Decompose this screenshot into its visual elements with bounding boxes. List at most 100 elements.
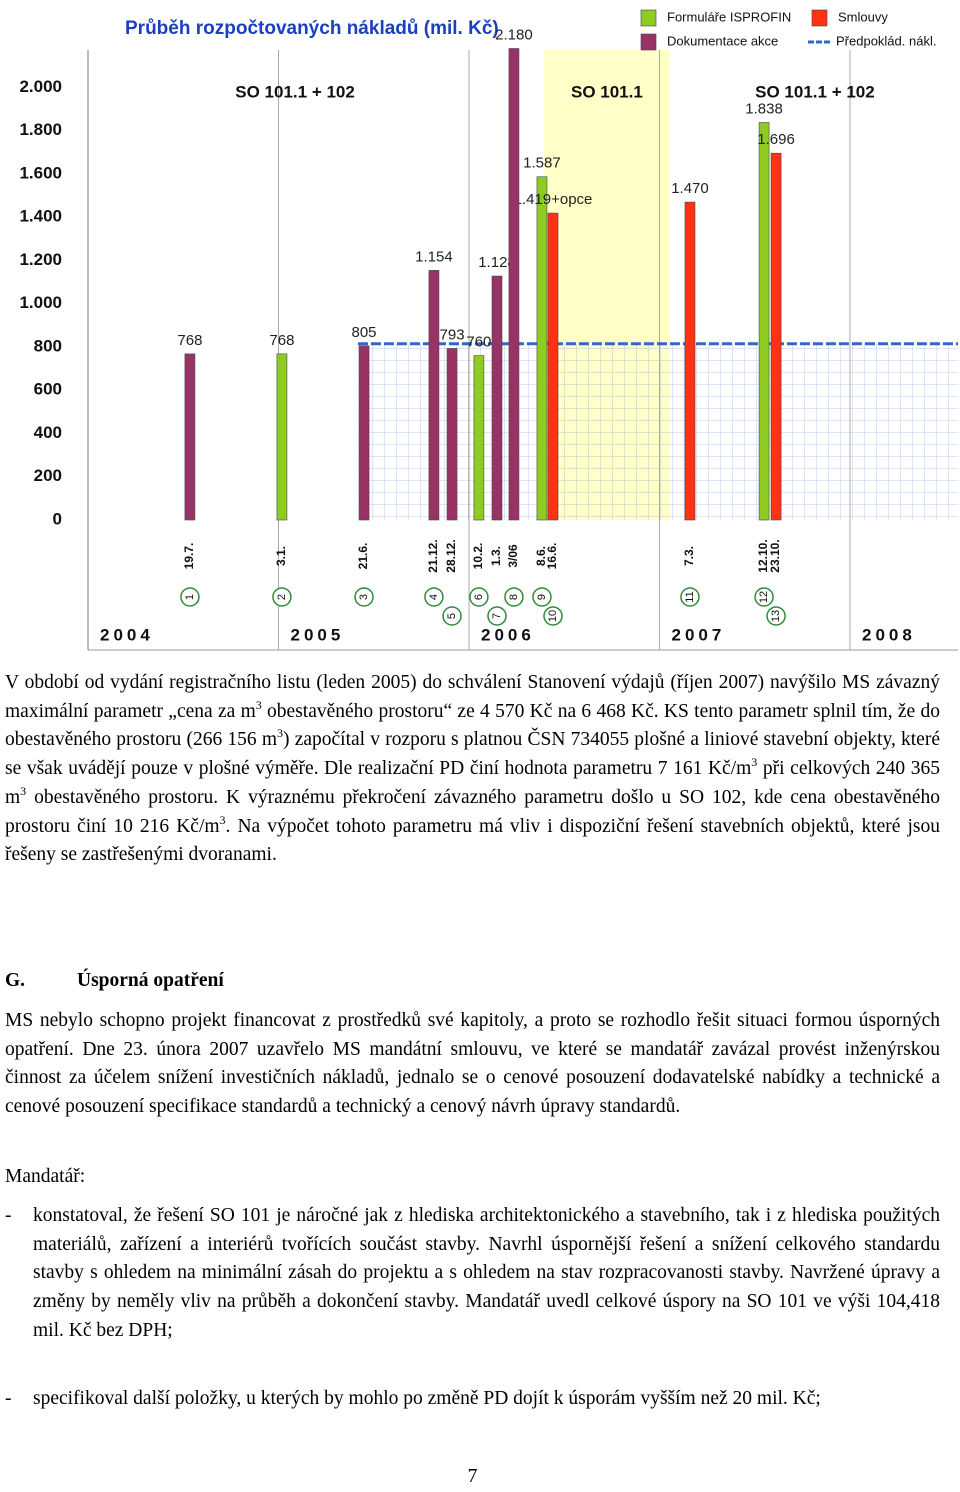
event-number: 2: [276, 594, 288, 600]
y-tick-label: 2.000: [19, 77, 62, 96]
bar: [276, 353, 288, 521]
y-tick-label: 1.800: [19, 120, 62, 139]
event-circle: [504, 587, 524, 607]
value-label: 1.470: [671, 180, 709, 197]
bar: [358, 345, 370, 521]
event-date: 8.6.: [534, 546, 548, 566]
superscript: 3: [20, 783, 27, 798]
event-number: 1: [184, 594, 196, 600]
y-tick-label: 1.600: [19, 163, 62, 182]
bar: [184, 353, 196, 521]
text-run: . Na výpočet tohoto parametru má vliv i …: [5, 815, 940, 866]
value-label: 768: [269, 332, 294, 349]
y-tick-label: 0: [53, 509, 62, 528]
event-date: 10.2.: [471, 543, 485, 570]
event-number: 3: [358, 594, 370, 600]
value-label: 1.587: [523, 155, 561, 172]
event-date: 1.3.: [489, 546, 503, 566]
legend-swatch: [640, 33, 657, 51]
event-circle: [354, 587, 374, 607]
list-item: - specifikoval další položky, u kterých b…: [5, 1385, 940, 1414]
superscript: 3: [751, 755, 758, 770]
bar: [473, 355, 485, 521]
event-number: 7: [491, 613, 503, 619]
legend-label: Smlouvy: [838, 9, 888, 24]
section-label: SO 101.1 + 102: [235, 82, 355, 101]
year-label: 2006: [481, 625, 535, 644]
event-date: 12.10.: [756, 539, 770, 572]
event-date: 16.6.: [545, 543, 559, 570]
superscript: 3: [255, 697, 262, 712]
event-number: 9: [536, 594, 548, 600]
event-number: 5: [446, 613, 458, 619]
text-run: při celkových 240 365 m: [5, 758, 941, 808]
event-circle: [680, 587, 700, 607]
event-circle: [543, 606, 563, 626]
heading: G. Úsporná opatření: [5, 967, 940, 996]
year-label: 2007: [671, 625, 725, 644]
paragraph: Mandatář:: [5, 1166, 86, 1187]
page-number: 7: [467, 1466, 478, 1487]
event-number: 8: [508, 594, 520, 600]
event-circle: [532, 587, 552, 607]
text-run: V období od vydání registračního listu (…: [5, 672, 940, 722]
event-date: 21.6.: [356, 543, 370, 570]
value-label: 760: [466, 334, 491, 351]
y-tick-label: 1.200: [19, 250, 62, 269]
bar: [508, 48, 520, 521]
section-label: SO 101.1: [571, 82, 643, 101]
event-date: 7.3.: [682, 546, 696, 566]
event-date: 19.7.: [182, 543, 196, 570]
value-label: 1.419+opce: [514, 191, 593, 208]
legend-label: Dokumentace akce: [667, 33, 778, 48]
event-circle: [180, 587, 200, 607]
bullet: -: [5, 1388, 12, 1409]
text-run: obestavěného prostoru“ ze 4 570 Kč na 6 …: [5, 700, 940, 751]
chart-title: Průběh rozpočtovaných nákladů (mil. Kč): [125, 18, 499, 39]
y-tick-label: 800: [34, 336, 62, 355]
value-label: 1.696: [757, 131, 795, 148]
legend-swatch: [640, 9, 657, 27]
bar: [428, 270, 440, 521]
bar: [491, 275, 503, 521]
value-label: 2.180: [495, 26, 533, 43]
value-label: 1.128: [478, 254, 516, 271]
superscript: 3: [219, 812, 226, 827]
reference-area: [357, 343, 958, 520]
year-label: 2005: [290, 625, 344, 644]
value-label: 805: [352, 324, 377, 341]
legend-label: Formuláře ISPROFIN: [667, 9, 791, 24]
legend-swatch: [811, 9, 828, 27]
y-tick-label: 1.400: [19, 207, 62, 226]
paragraph: MS nebylo schopno projekt financovat z p…: [5, 1010, 940, 1118]
year-label: 2008: [862, 625, 916, 644]
y-tick-label: 1.000: [19, 293, 62, 312]
event-date: 21.12.: [426, 539, 440, 572]
event-circle: [754, 587, 774, 607]
event-circle: [487, 606, 507, 626]
event-circle: [272, 587, 292, 607]
y-tick-label: 600: [34, 380, 62, 399]
event-number: 13: [770, 610, 782, 622]
value-label: 768: [177, 332, 202, 349]
bar: [536, 176, 548, 521]
event-number: 6: [473, 594, 485, 600]
heading-number: G.: [5, 970, 26, 991]
list-text: konstatoval, že řešení SO 101 je náročné…: [33, 1205, 940, 1341]
value-label: 1.838: [745, 100, 783, 117]
year-label: 2004: [100, 625, 154, 644]
event-number: 10: [547, 610, 559, 622]
event-number: 11: [684, 591, 696, 602]
bar: [547, 212, 559, 521]
list-text: specifikoval další položky, u kterých by…: [33, 1388, 821, 1409]
text-run: ) započítal v rozporu s platnou ČSN 7340…: [5, 729, 940, 780]
event-circle: [424, 587, 444, 607]
list-item: - konstatoval, že řešení SO 101 je náročn…: [5, 1202, 940, 1346]
event-date: 3/06: [506, 544, 520, 568]
bar: [684, 201, 696, 521]
y-tick-label: 200: [34, 466, 62, 485]
paragraph: V období od vydání registračního listu (…: [5, 669, 940, 870]
value-label: 1.154: [415, 248, 453, 265]
